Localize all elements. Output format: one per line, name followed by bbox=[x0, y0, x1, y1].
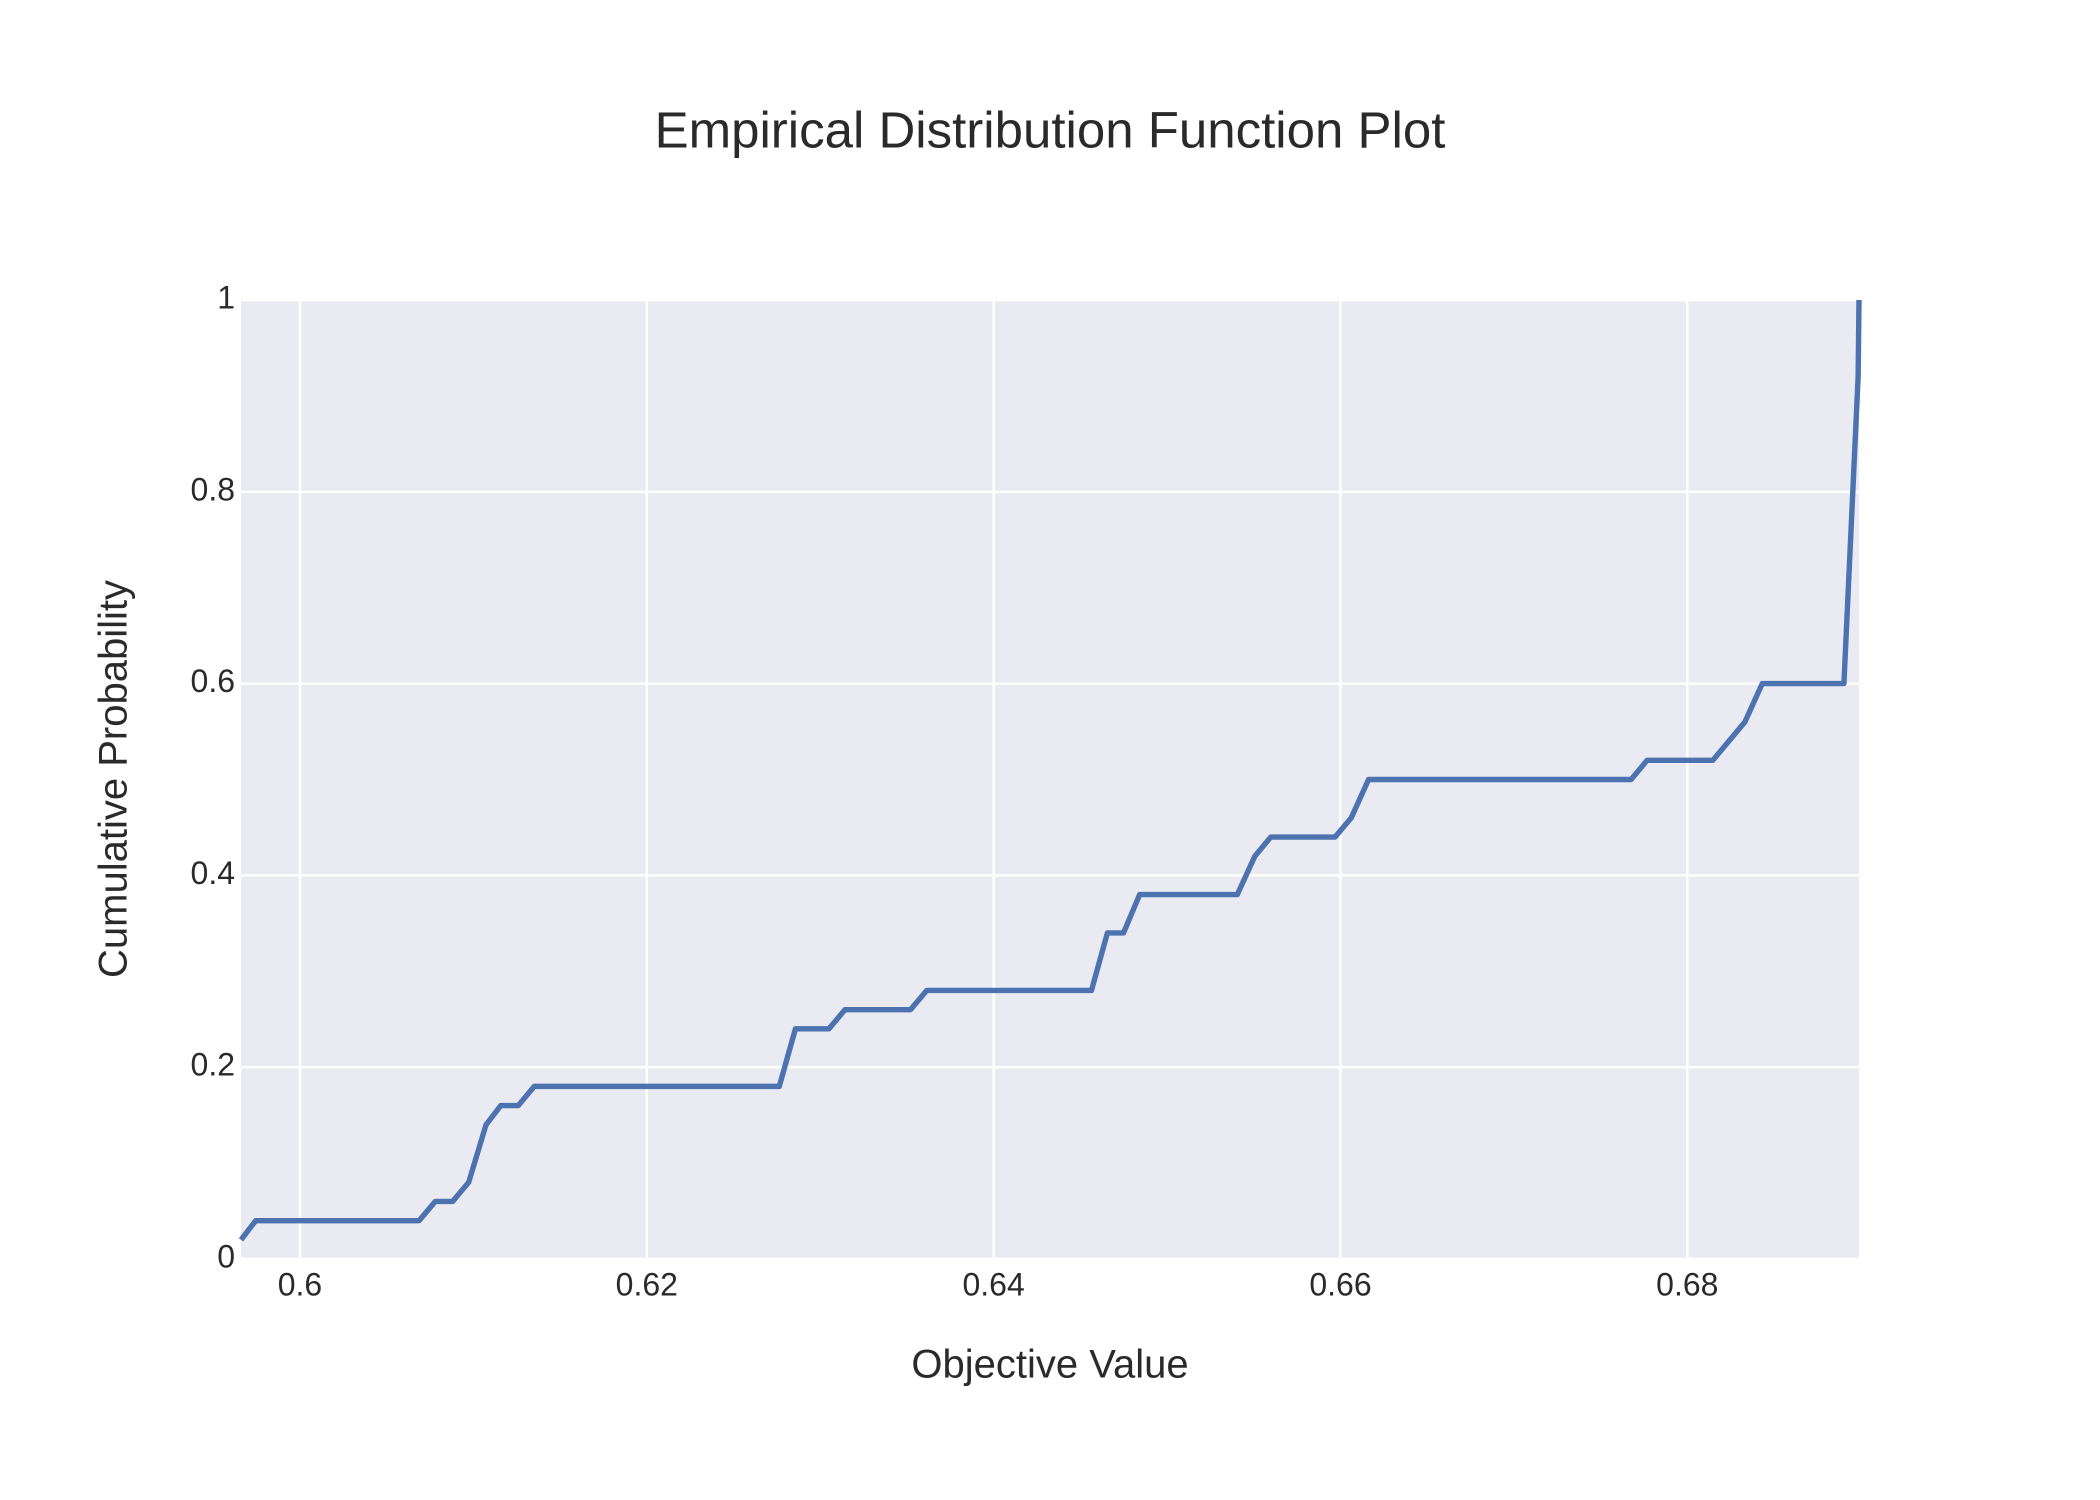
x-tick-label: 0.66 bbox=[1309, 1266, 1371, 1302]
chart-title: Empirical Distribution Function Plot bbox=[655, 101, 1446, 158]
y-tick-label: 0.6 bbox=[191, 663, 235, 699]
y-tick-label: 1 bbox=[217, 279, 235, 315]
y-tick-label: 0.4 bbox=[191, 855, 235, 891]
y-tick-label: 0.8 bbox=[191, 471, 235, 507]
line bbox=[238, 299, 1862, 1242]
x-tick-label: 0.68 bbox=[1656, 1266, 1718, 1302]
x-tick-label: 0.6 bbox=[278, 1266, 322, 1302]
y-tick-label: 0 bbox=[217, 1238, 235, 1274]
y-tick-label: 0.2 bbox=[191, 1047, 235, 1083]
y-axis-title: Cumulative Probability bbox=[92, 580, 136, 978]
x-tick-label: 0.62 bbox=[616, 1266, 678, 1302]
x-axis-title: Objective Value bbox=[911, 1343, 1188, 1387]
x-tick-label: 0.64 bbox=[962, 1266, 1024, 1302]
